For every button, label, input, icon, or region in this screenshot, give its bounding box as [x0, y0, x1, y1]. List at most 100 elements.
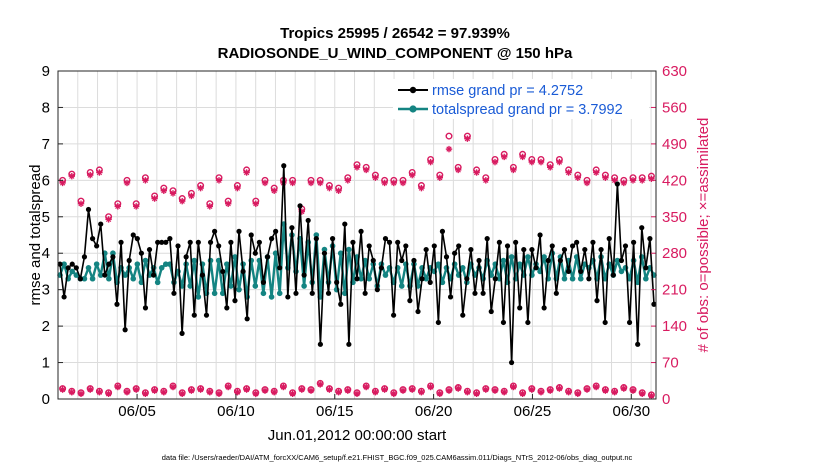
rmse-point [598, 246, 604, 253]
asterisk-stroke [188, 388, 195, 394]
spread-point [459, 265, 466, 271]
asterisk-stroke [363, 384, 369, 390]
asterisk-stroke [501, 389, 507, 395]
spread-point [61, 261, 67, 267]
y-right-tick-label: 140 [662, 318, 687, 335]
obs-low-assimilated-marker [252, 390, 259, 397]
rmse-point [647, 236, 653, 242]
chart-title-line2: RADIOSONDE_U_WIND_COMPONENT @ 150 hPa [218, 45, 573, 62]
obs-assimilated-marker [215, 177, 223, 184]
obs-assimilated-marker [123, 179, 131, 187]
rmse-point [366, 243, 372, 249]
spread-point [614, 257, 621, 264]
asterisk-stroke [446, 146, 452, 152]
obs-low-assimilated-marker [317, 381, 324, 388]
spread-point [313, 232, 320, 238]
obs-low-assimilated-marker [105, 390, 112, 397]
spread-point [81, 275, 88, 282]
asterisk-stroke [437, 391, 443, 397]
rmse-point [586, 276, 592, 282]
rmse-point [212, 228, 218, 234]
obs-assimilated-marker [289, 179, 296, 187]
asterisk-stroke [584, 386, 590, 393]
rmse-point [500, 319, 507, 326]
obs-low-assimilated-marker [289, 390, 296, 397]
rmse-point [77, 276, 83, 282]
obs-low-assimilated-marker [501, 389, 508, 396]
obs-assimilated-marker [629, 177, 637, 184]
asterisk-stroke [124, 180, 130, 186]
asterisk-stroke [216, 177, 222, 183]
asterisk-stroke [262, 180, 268, 186]
asterisk-stroke [197, 185, 204, 191]
rmse-point [439, 228, 446, 234]
y-right-tick-label: 490 [662, 136, 687, 153]
rmse-point [273, 228, 279, 234]
x-tick-label: 06/20 [415, 403, 453, 420]
rmse-point [382, 236, 389, 242]
spread-point [382, 272, 389, 278]
rmse-point [150, 272, 157, 278]
obs-assimilated-marker [105, 216, 112, 223]
obs-low-assimilated-marker [77, 390, 85, 397]
obs-low-assimilated-marker [307, 387, 315, 394]
obs-low-assimilated-marker [593, 383, 600, 391]
rmse-point [134, 236, 140, 242]
obs-low-assimilated-marker [372, 389, 379, 396]
asterisk-stroke [96, 169, 103, 176]
rmse-point [651, 301, 657, 307]
asterisk-stroke [289, 391, 296, 397]
obs-low-assimilated-marker [565, 389, 572, 396]
asterisk-stroke [207, 203, 213, 210]
asterisk-stroke [69, 173, 75, 179]
rmse-point [578, 268, 584, 275]
rmse-point [513, 239, 519, 245]
obs-low-assimilated-marker [473, 390, 480, 397]
asterisk-stroke [262, 388, 268, 394]
asterisk-stroke [179, 391, 185, 397]
rmse-point [199, 272, 206, 278]
asterisk-stroke [409, 386, 415, 393]
asterisk-stroke [648, 176, 655, 182]
rmse-point [102, 272, 108, 278]
rmse-point [447, 294, 454, 300]
obs-low-assimilated-marker [197, 386, 204, 393]
obs-assimilated-marker [574, 174, 581, 181]
obs-low-assimilated-marker [510, 383, 517, 391]
rmse-point [565, 268, 572, 275]
rmse-point [529, 246, 535, 253]
spread-point [398, 283, 405, 289]
legend: rmse grand pr = 4.2752 totalspread grand… [393, 79, 649, 119]
obs-assimilated-marker [491, 158, 499, 166]
asterisk-stroke [271, 188, 277, 194]
asterisk-stroke [455, 385, 461, 392]
asterisk-stroke [519, 391, 526, 397]
asterisk-stroke [510, 384, 517, 390]
spread-point [516, 261, 523, 267]
spread-point [260, 290, 267, 297]
asterisk-stroke [427, 159, 434, 165]
rmse-point [508, 359, 515, 366]
asterisk-stroke [271, 389, 277, 395]
rmse-point [517, 305, 523, 311]
obs-assimilated-marker [77, 200, 85, 207]
rmse-point [403, 243, 409, 249]
x-tick-label: 06/25 [514, 403, 552, 420]
asterisk-stroke [501, 154, 507, 160]
asterisk-stroke [354, 391, 360, 397]
spread-point [110, 250, 116, 257]
asterisk-stroke [391, 391, 397, 397]
rmse-point [610, 272, 616, 278]
spread-point [525, 254, 531, 260]
rmse-point [85, 206, 92, 213]
obs-assimilated-marker [547, 164, 554, 171]
rmse-point [574, 239, 580, 245]
asterisk-stroke [427, 384, 434, 390]
rmse-point [89, 236, 96, 242]
rmse-point [476, 257, 482, 264]
asterisk-stroke [317, 381, 323, 388]
rmse-point [293, 290, 299, 296]
asterisk-stroke [446, 388, 452, 394]
obs-assimilated-marker [648, 175, 655, 182]
rmse-point [618, 257, 625, 264]
